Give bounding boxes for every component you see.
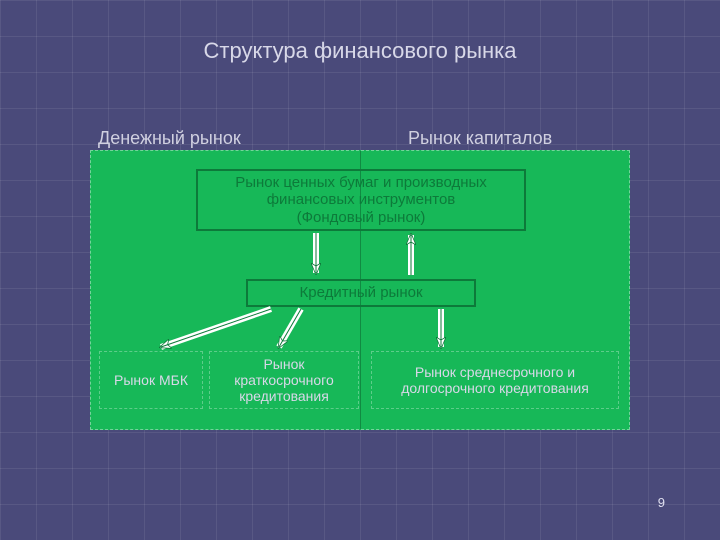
- node-short-label: Рынок краткосрочного кредитования: [214, 356, 354, 404]
- node-credit-label: Кредитный рынок: [299, 284, 422, 301]
- node-long-label: Рынок среднесрочного и долгосрочного кре…: [376, 364, 614, 396]
- node-securities-label: Рынок ценных бумаг и производныхфинансов…: [235, 174, 487, 226]
- node-long: Рынок среднесрочного и долгосрочного кре…: [371, 351, 619, 409]
- node-mbk: Рынок МБК: [99, 351, 203, 409]
- node-securities: Рынок ценных бумаг и производныхфинансов…: [196, 169, 526, 231]
- diagram-panel: Рынок ценных бумаг и производныхфинансов…: [90, 150, 630, 430]
- label-capital-market: Рынок капиталов: [408, 128, 552, 149]
- diagram-title: Структура финансового рынка: [0, 38, 720, 64]
- node-mbk-label: Рынок МБК: [114, 372, 188, 388]
- node-credit: Кредитный рынок: [246, 279, 476, 307]
- label-money-market: Денежный рынок: [98, 128, 241, 149]
- node-short: Рынок краткосрочного кредитования: [209, 351, 359, 409]
- page-number: 9: [658, 495, 665, 510]
